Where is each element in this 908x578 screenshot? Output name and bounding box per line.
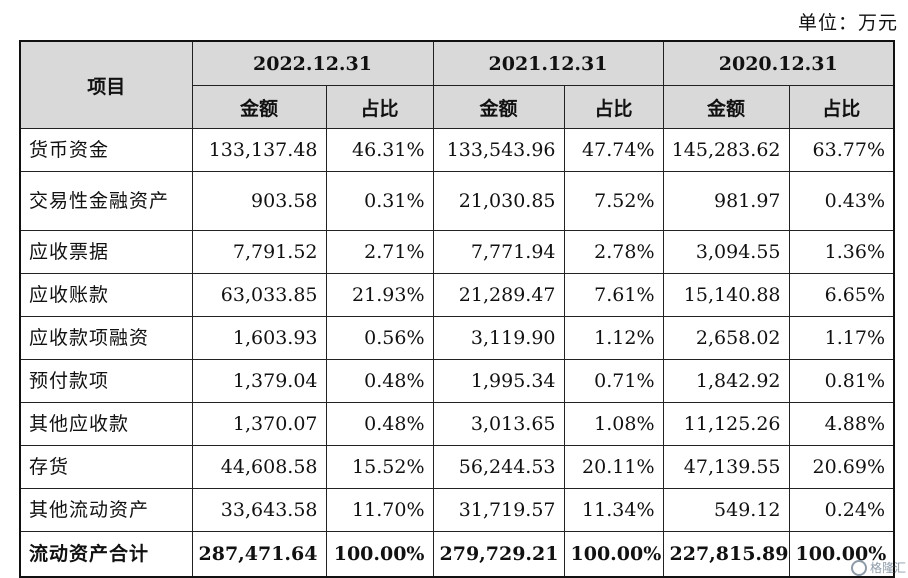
header-row-periods: 项目 2022.12.31 2021.12.31 2020.12.31 xyxy=(19,40,895,129)
cell-value: 47,139.55 xyxy=(662,445,790,489)
row-item: 应收账款 xyxy=(19,273,193,317)
row-item: 预付款项 xyxy=(19,359,193,403)
watermark-text: 格隆汇 xyxy=(869,561,906,575)
cell-value: 7.52% xyxy=(563,171,664,231)
row-item: 交易性金融资产 xyxy=(19,171,193,231)
cell-value: 3,013.65 xyxy=(432,402,565,446)
cell-value: 0.81% xyxy=(788,359,895,403)
cell-value: 63,033.85 xyxy=(191,273,327,317)
cell-value: 1.36% xyxy=(788,230,895,274)
cell-value: 0.24% xyxy=(788,488,895,532)
cell-value: 7,771.94 xyxy=(432,230,565,274)
cell-value: 903.58 xyxy=(191,171,327,231)
cell-value: 1,603.93 xyxy=(191,316,327,360)
table-row: 货币资金 133,137.48 46.31% 133,543.96 47.74%… xyxy=(19,128,895,172)
header-period-2020: 2020.12.31 xyxy=(662,40,895,86)
cell-value: 1,370.07 xyxy=(191,402,327,446)
row-item: 应收款项融资 xyxy=(19,316,193,360)
cell-value: 100.00% xyxy=(563,531,664,578)
table-row: 交易性金融资产 903.58 0.31% 21,030.85 7.52% 981… xyxy=(19,171,895,231)
cell-value: 2,658.02 xyxy=(662,316,790,360)
cell-value: 1.08% xyxy=(563,402,664,446)
header-period-2021: 2021.12.31 xyxy=(432,40,664,86)
watermark-logo-icon xyxy=(850,559,867,576)
cell-value: 549.12 xyxy=(662,488,790,532)
cell-value: 1,995.34 xyxy=(432,359,565,403)
table-row: 预付款项 1,379.04 0.48% 1,995.34 0.71% 1,842… xyxy=(19,359,895,403)
cell-value: 133,137.48 xyxy=(191,128,327,172)
table-row: 应收款项融资 1,603.93 0.56% 3,119.90 1.12% 2,6… xyxy=(19,316,895,360)
cell-value: 7,791.52 xyxy=(191,230,327,274)
row-item: 应收票据 xyxy=(19,230,193,274)
cell-value: 3,094.55 xyxy=(662,230,790,274)
cell-value: 46.31% xyxy=(325,128,434,172)
header-period-2022: 2022.12.31 xyxy=(191,40,434,86)
row-item: 货币资金 xyxy=(19,128,193,172)
cell-value: 1.12% xyxy=(563,316,664,360)
cell-value: 279,729.21 xyxy=(432,531,565,578)
row-item: 流动资产合计 xyxy=(19,531,193,578)
cell-value: 2.78% xyxy=(563,230,664,274)
total-row: 流动资产合计 287,471.64 100.00% 279,729.21 100… xyxy=(19,531,895,578)
cell-value: 15,140.88 xyxy=(662,273,790,317)
cell-value: 11.34% xyxy=(563,488,664,532)
cell-value: 2.71% xyxy=(325,230,434,274)
cell-value: 15.52% xyxy=(325,445,434,489)
row-item: 其他应收款 xyxy=(19,402,193,446)
table-row: 其他流动资产 33,643.58 11.70% 31,719.57 11.34%… xyxy=(19,488,895,532)
cell-value: 20.11% xyxy=(563,445,664,489)
cell-value: 63.77% xyxy=(788,128,895,172)
header-amount: 金额 xyxy=(432,85,565,129)
cell-value: 44,608.58 xyxy=(191,445,327,489)
header-item: 项目 xyxy=(19,40,193,129)
cell-value: 4.88% xyxy=(788,402,895,446)
cell-value: 20.69% xyxy=(788,445,895,489)
table-row: 应收账款 63,033.85 21.93% 21,289.47 7.61% 15… xyxy=(19,273,895,317)
table-row: 应收票据 7,791.52 2.71% 7,771.94 2.78% 3,094… xyxy=(19,230,895,274)
row-item: 其他流动资产 xyxy=(19,488,193,532)
cell-value: 3,119.90 xyxy=(432,316,565,360)
cell-value: 56,244.53 xyxy=(432,445,565,489)
current-assets-table: 项目 2022.12.31 2021.12.31 2020.12.31 金额 占… xyxy=(19,40,895,578)
cell-value: 0.48% xyxy=(325,402,434,446)
cell-value: 133,543.96 xyxy=(432,128,565,172)
header-amount: 金额 xyxy=(662,85,790,129)
header-ratio: 占比 xyxy=(788,85,895,129)
cell-value: 1,379.04 xyxy=(191,359,327,403)
cell-value: 0.71% xyxy=(563,359,664,403)
cell-value: 7.61% xyxy=(563,273,664,317)
cell-value: 1,842.92 xyxy=(662,359,790,403)
unit-label: 单位：万元 xyxy=(797,12,898,34)
header-ratio: 占比 xyxy=(325,85,434,129)
header-amount: 金额 xyxy=(191,85,327,129)
cell-value: 33,643.58 xyxy=(191,488,327,532)
cell-value: 21.93% xyxy=(325,273,434,317)
cell-value: 287,471.64 xyxy=(191,531,327,578)
cell-value: 21,289.47 xyxy=(432,273,565,317)
table-row: 其他应收款 1,370.07 0.48% 3,013.65 1.08% 11,1… xyxy=(19,402,895,446)
cell-value: 0.43% xyxy=(788,171,895,231)
cell-value: 0.48% xyxy=(325,359,434,403)
cell-value: 0.31% xyxy=(325,171,434,231)
cell-value: 21,030.85 xyxy=(432,171,565,231)
cell-value: 100.00% xyxy=(325,531,434,578)
cell-value: 1.17% xyxy=(788,316,895,360)
cell-value: 0.56% xyxy=(325,316,434,360)
cell-value: 11.70% xyxy=(325,488,434,532)
cell-value: 145,283.62 xyxy=(662,128,790,172)
row-item: 存货 xyxy=(19,445,193,489)
cell-value: 227,815.89 xyxy=(662,531,790,578)
cell-value: 100.00% xyxy=(788,531,895,578)
cell-value: 31,719.57 xyxy=(432,488,565,532)
cell-value: 981.97 xyxy=(662,171,790,231)
header-row-columns: 金额 占比 金额 占比 金额 占比 xyxy=(20,85,895,129)
cell-value: 11,125.26 xyxy=(662,402,790,446)
table-row: 存货 44,608.58 15.52% 56,244.53 20.11% 47,… xyxy=(19,445,895,489)
watermark: 格隆汇 xyxy=(850,559,906,576)
cell-value: 47.74% xyxy=(563,128,664,172)
cell-value: 6.65% xyxy=(788,273,895,317)
header-ratio: 占比 xyxy=(563,85,664,129)
